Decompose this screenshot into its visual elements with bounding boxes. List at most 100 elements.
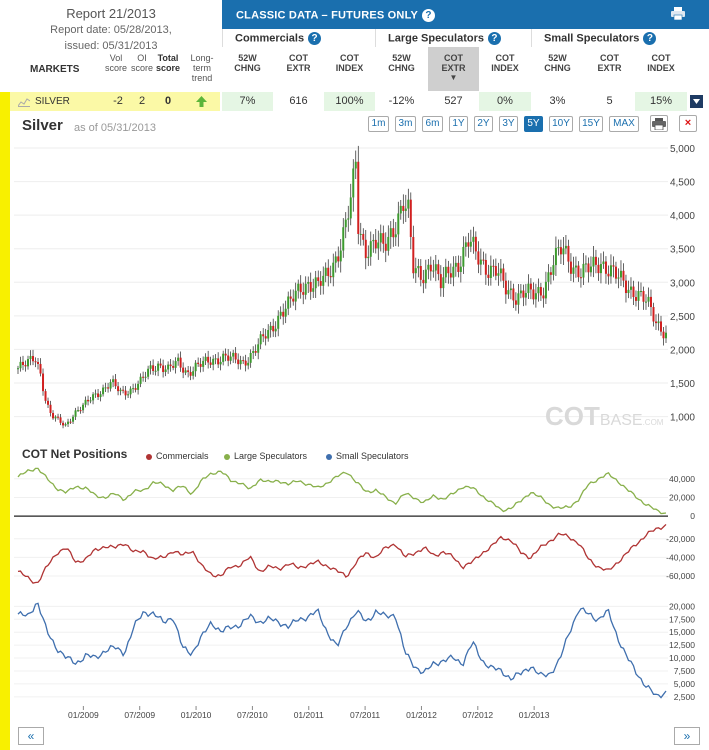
zoom-1m[interactable]: 1m	[368, 116, 389, 132]
candle-body	[77, 410, 80, 412]
market-cell[interactable]: SILVER -2 2 0	[10, 92, 220, 111]
trend-header[interactable]: Long-term trend	[190, 53, 214, 83]
close-icon[interactable]: ×	[679, 115, 697, 132]
candle-body	[309, 281, 312, 292]
zoom-1y[interactable]: 1Y	[449, 116, 468, 132]
candle-body	[562, 248, 565, 255]
candle-body	[567, 245, 570, 262]
cot-title: COT Net Positions	[22, 447, 128, 461]
print-icon[interactable]	[671, 7, 685, 20]
com-52w-header[interactable]: 52W CHNG	[234, 53, 261, 73]
candle-body	[317, 277, 320, 282]
classic-data-bar: CLASSIC DATA – FUTURES ONLY?	[222, 0, 709, 29]
com-cot-extr-value: 616	[289, 95, 308, 107]
ls-cot-index-header[interactable]: COT INDEX	[491, 53, 519, 73]
next-button[interactable]: »	[674, 727, 700, 745]
group-headers: Commercials? Large Speculators? Small Sp…	[222, 29, 709, 47]
candle-body	[57, 416, 60, 418]
candle-body	[559, 247, 562, 255]
com-cot-index-value: 100%	[324, 92, 375, 111]
candle-body	[134, 388, 137, 390]
candle-body	[414, 268, 417, 274]
candle-body	[244, 360, 247, 366]
ss-52w-header[interactable]: 52W CHNG	[544, 53, 571, 73]
candle-body	[137, 383, 140, 390]
y-tick-label: 17,500	[669, 614, 695, 624]
legend-small-speculators[interactable]: Small Speculators	[326, 451, 409, 461]
candle-body	[629, 286, 632, 290]
y-tick-label: 40,000	[669, 474, 695, 484]
ss-cot-index-header[interactable]: COT INDEX	[647, 53, 675, 73]
ss-cot-extr-value: 5	[606, 95, 613, 107]
zoom-3m[interactable]: 3m	[395, 116, 416, 132]
candle-body	[497, 273, 500, 276]
candle-body	[99, 394, 102, 398]
candle-body	[432, 270, 435, 272]
candle-body	[132, 388, 135, 390]
print-chart-button[interactable]	[650, 115, 668, 132]
cot-chart[interactable]: 40,000 20,000 0 -20,000 -40,000 -60,000 20,000…	[0, 462, 709, 724]
y-tick-label: 10,000	[669, 653, 695, 663]
candle-body	[254, 351, 257, 353]
legend-commercials[interactable]: Commercials	[146, 451, 209, 461]
candle-body	[117, 386, 120, 392]
candle-body	[577, 265, 580, 278]
report-info: Report 21/2013 Report date: 05/28/2013, …	[0, 0, 222, 58]
candle-body	[169, 364, 172, 367]
zoom-5y[interactable]: 5Y	[524, 116, 543, 132]
candle-body	[102, 387, 105, 395]
candle-body	[384, 243, 387, 251]
vol-score-header[interactable]: Vol score	[104, 53, 127, 73]
help-icon[interactable]: ?	[422, 9, 436, 22]
candle-body	[654, 321, 657, 324]
zoom-2y[interactable]: 2Y	[474, 116, 493, 132]
legend-large-speculators[interactable]: Large Speculators	[224, 451, 307, 461]
zoom-10y[interactable]: 10Y	[549, 116, 573, 132]
total-score-header[interactable]: Total score	[155, 53, 181, 73]
ls-52w-header[interactable]: 52W CHNG	[388, 53, 415, 73]
candle-body	[259, 334, 262, 345]
candle-body	[267, 330, 270, 339]
candle-body	[209, 362, 212, 365]
com-cot-index-header[interactable]: COT INDEX	[335, 53, 364, 73]
candle-body	[272, 325, 275, 332]
zoom-3y[interactable]: 3Y	[499, 116, 518, 132]
ls-cot-extr-header[interactable]: COT EXTR ▼	[428, 47, 479, 91]
zoom-6m[interactable]: 6m	[422, 116, 443, 132]
help-icon[interactable]: ?	[308, 32, 322, 45]
help-icon[interactable]: ?	[487, 32, 501, 45]
candle-body	[314, 277, 317, 289]
prev-button[interactable]: «	[18, 727, 44, 745]
ss-cot-extr-header[interactable]: COT EXTR	[597, 53, 622, 73]
help-icon[interactable]: ?	[643, 32, 657, 45]
oi-score-header[interactable]: OI score	[130, 53, 153, 73]
chevron-down-icon	[693, 99, 700, 104]
candle-body	[502, 268, 505, 281]
candle-body	[34, 361, 37, 363]
candle-body	[334, 256, 337, 263]
zoom-15y[interactable]: 15Y	[579, 116, 603, 132]
candle-body	[594, 256, 597, 265]
group-large-speculators: Large Speculators?	[375, 29, 531, 47]
candle-body	[647, 296, 650, 302]
price-chart[interactable]: 1,000 1,500 2,000 2,500 3,000 3,500 4,000 4,500…	[0, 140, 709, 440]
candle-body	[389, 228, 392, 237]
candle-body	[539, 287, 542, 296]
candle-body	[379, 233, 382, 243]
com-cot-extr-header[interactable]: COT EXTR	[286, 53, 311, 73]
table-row[interactable]: SILVER -2 2 0 7% 616 100% -12% 527 0% 3%…	[0, 92, 709, 111]
candle-body	[277, 315, 280, 329]
candle-body	[469, 241, 472, 247]
candle-body	[529, 283, 532, 290]
y-tick-label: 20,000	[669, 492, 695, 502]
candle-body	[394, 234, 397, 238]
candle-body	[154, 370, 157, 372]
candle-body	[172, 366, 175, 368]
y-tick-label: 2,500	[670, 312, 695, 323]
watermark: COTBASE.COM	[545, 401, 664, 431]
expand-button[interactable]	[690, 95, 703, 108]
legend-dot	[326, 453, 332, 460]
candle-body	[344, 219, 347, 228]
zoom-max[interactable]: MAX	[609, 116, 639, 132]
candle-body	[544, 281, 547, 299]
